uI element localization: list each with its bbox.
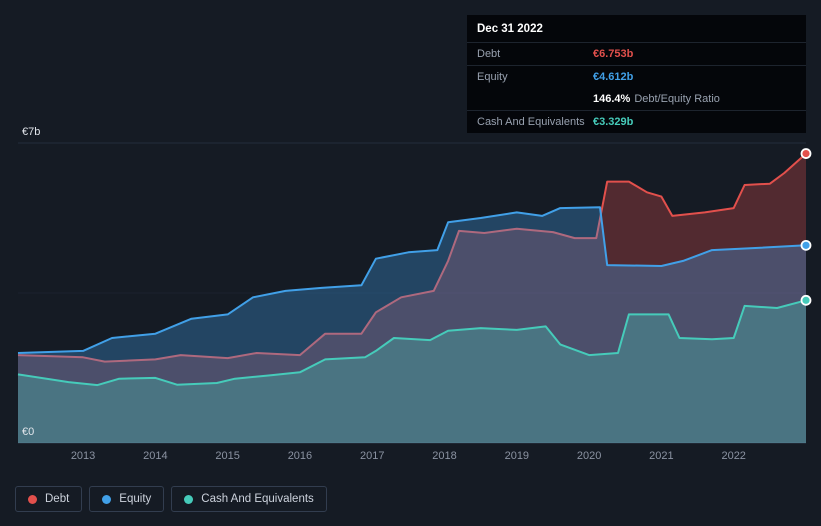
debt-endpoint-dot[interactable] bbox=[800, 148, 812, 159]
cash-series-dot-icon bbox=[184, 494, 194, 504]
legend-item-label: Debt bbox=[45, 493, 70, 505]
cash-and-equivalents-endpoint-dot[interactable] bbox=[800, 294, 812, 306]
debt-area bbox=[18, 153, 806, 443]
tooltip-cash-label: Cash And Equivalents bbox=[477, 116, 585, 128]
equity-endpoint-dot[interactable] bbox=[800, 239, 812, 251]
legend-item-debt[interactable]: Debt bbox=[15, 486, 83, 512]
debt-series-dot-icon bbox=[28, 494, 37, 504]
tooltip-debt-row: Debt €6.753b bbox=[467, 43, 806, 66]
x-axis-label: 2015 bbox=[215, 450, 239, 462]
y-axis-label: €7b bbox=[22, 126, 40, 138]
x-axis-label: 2020 bbox=[577, 450, 601, 462]
debt-line bbox=[17, 152, 807, 363]
x-axis-label: 2017 bbox=[360, 450, 384, 462]
tooltip-debt-value: €6.753b bbox=[593, 48, 634, 60]
cash-and-equivalents-area bbox=[18, 300, 806, 443]
tooltip-equity-row: Equity €4.612b bbox=[467, 66, 806, 88]
tooltip-equity-value: €4.612b bbox=[593, 71, 634, 83]
chart-legend: Debt Equity Cash And Equivalents bbox=[15, 486, 327, 512]
x-axis-label: 2014 bbox=[143, 450, 167, 462]
legend-item-label: Equity bbox=[119, 493, 152, 505]
legend-item-equity[interactable]: Equity bbox=[89, 486, 165, 512]
tooltip-equity-label: Equity bbox=[477, 71, 508, 83]
cash-and-equivalents-line bbox=[17, 299, 807, 387]
tooltip-cash-value: €3.329b bbox=[593, 116, 634, 128]
tooltip-debt-label: Debt bbox=[477, 48, 501, 60]
x-axis-label: 2013 bbox=[71, 450, 95, 462]
x-axis-label: 2018 bbox=[432, 450, 456, 462]
legend-item-label: Cash And Equivalents bbox=[201, 493, 314, 505]
legend-item-cash[interactable]: Cash And Equivalents bbox=[171, 486, 327, 512]
tooltip-ratio-value: 146.4% bbox=[593, 93, 631, 105]
equity-line bbox=[17, 206, 807, 354]
tooltip-ratio-label: Debt/Equity Ratio bbox=[634, 93, 720, 105]
tooltip-date: Dec 31 2022 bbox=[467, 15, 806, 43]
x-axis-label: 2022 bbox=[721, 450, 745, 462]
tooltip-cash-row: Cash And Equivalents €3.329b bbox=[467, 111, 806, 133]
y-axis-label: €0 bbox=[22, 426, 34, 438]
chart-tooltip: Dec 31 2022 Debt €6.753b Equity €4.612b … bbox=[467, 15, 806, 133]
x-axis-label: 2019 bbox=[505, 450, 529, 462]
tooltip-ratio-row: 146.4% Debt/Equity Ratio bbox=[467, 88, 806, 111]
x-axis-label: 2021 bbox=[649, 450, 673, 462]
x-axis-label: 2016 bbox=[288, 450, 312, 462]
equity-series-dot-icon bbox=[102, 494, 112, 504]
